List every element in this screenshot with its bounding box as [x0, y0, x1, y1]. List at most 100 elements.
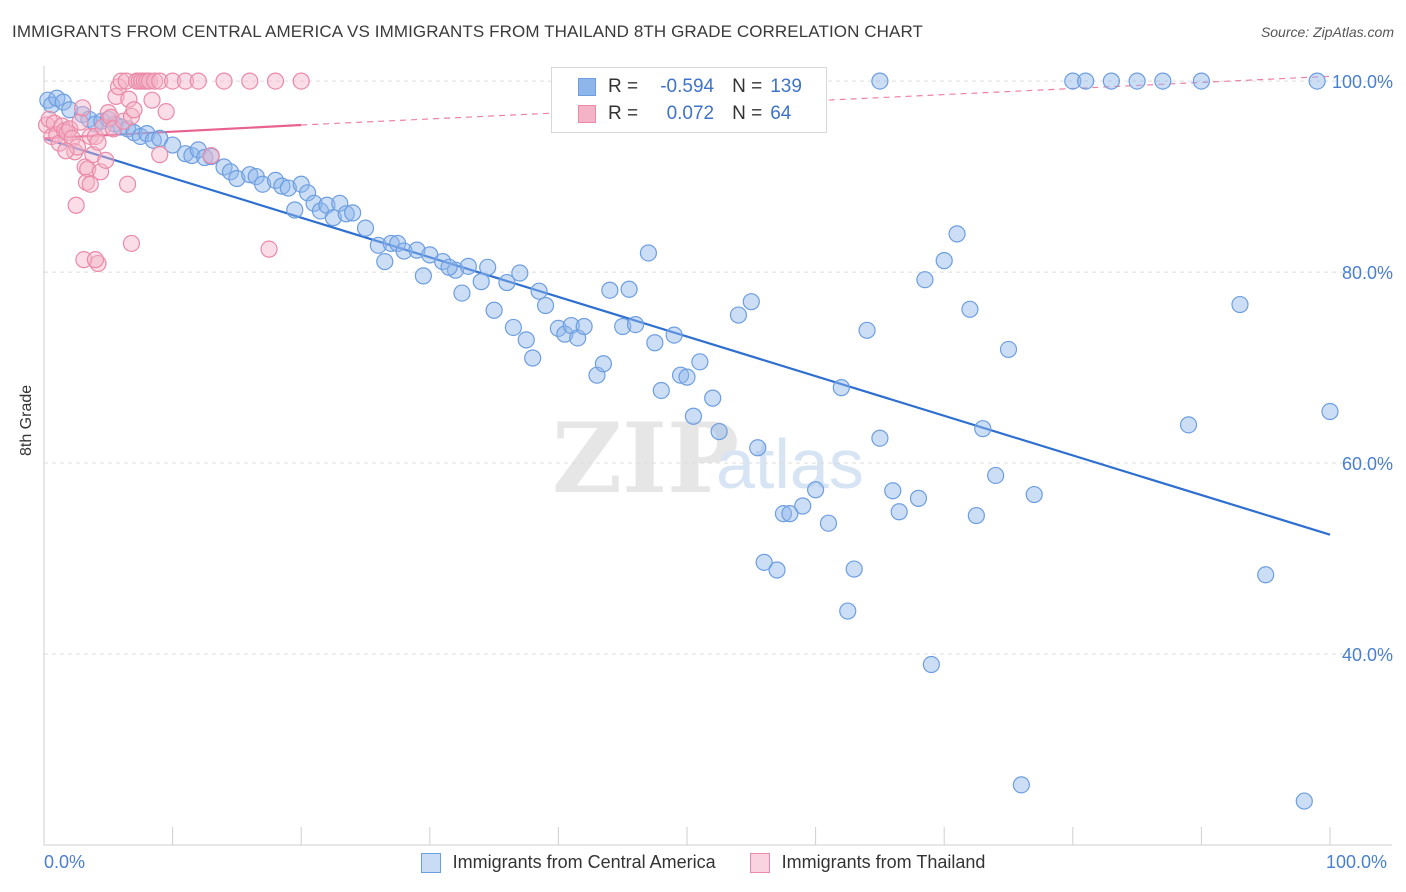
point-thailand [81, 175, 99, 193]
point-thailand [61, 120, 79, 138]
point-central-america [273, 177, 291, 195]
point-thailand [97, 151, 115, 169]
legend-item-thailand[interactable]: Immigrants from Thailand [749, 852, 985, 873]
point-central-america [164, 136, 182, 154]
point-central-america [61, 101, 79, 119]
point-thailand [73, 99, 92, 117]
series-legend: Immigrants from Central America Immigran… [0, 852, 1406, 873]
point-central-america [652, 381, 670, 400]
source-label: Source: ZipAtlas.com [1260, 24, 1394, 40]
x-tick-min: 0.0% [44, 852, 86, 872]
point-central-america [324, 209, 342, 227]
point-thailand [122, 107, 141, 126]
r-label: R = [608, 76, 639, 97]
point-central-america [408, 241, 426, 259]
legend-item-central-america[interactable]: Immigrants from Central America [420, 852, 716, 873]
correlation-legend: R = -0.594 N = 139 R = 0.072 N = 64 [551, 67, 827, 133]
point-central-america [749, 439, 767, 457]
point-central-america [742, 293, 760, 311]
watermark-zip: ZIP [552, 402, 739, 515]
n-label: N = [732, 76, 763, 97]
point-central-america [286, 201, 304, 219]
data-points [37, 72, 1339, 810]
point-thailand [66, 143, 84, 161]
point-central-america [1308, 72, 1326, 90]
point-thailand [99, 104, 117, 122]
point-thailand [176, 72, 195, 90]
legend-swatch [749, 852, 770, 873]
point-thailand [86, 251, 105, 269]
point-thailand [118, 175, 137, 193]
point-central-america [176, 145, 195, 163]
x-tick-max: 100.0% [1326, 852, 1388, 872]
point-central-america [839, 602, 857, 620]
legend-swatch [420, 852, 441, 873]
point-central-america [1321, 402, 1339, 421]
point-central-america [144, 131, 162, 149]
point-central-america [858, 321, 876, 339]
point-central-america [459, 257, 477, 275]
point-thailand [202, 146, 220, 165]
point-thailand [57, 142, 75, 160]
point-central-america [472, 273, 490, 291]
point-central-america [1025, 485, 1043, 504]
point-central-america [530, 282, 548, 300]
point-central-america [344, 204, 362, 222]
point-central-america [369, 236, 387, 254]
y-axis-label: 8th Grade [18, 384, 35, 456]
point-central-america [665, 326, 683, 344]
point-central-america [485, 301, 503, 319]
point-central-america [196, 148, 214, 167]
point-thailand [292, 72, 310, 90]
point-central-america [1128, 72, 1146, 90]
point-thailand [76, 158, 94, 176]
point-thailand [151, 72, 169, 90]
point-central-america [453, 284, 471, 302]
point-central-america [626, 315, 645, 334]
point-central-america [871, 72, 889, 90]
point-central-america [517, 331, 535, 349]
point-central-america [1179, 416, 1198, 434]
point-central-america [781, 505, 799, 523]
point-central-america [601, 281, 619, 299]
trend-line-central-america [43, 137, 1331, 536]
point-central-america [382, 234, 400, 253]
point-central-america [556, 325, 574, 343]
watermark-atlas: atlas [716, 425, 864, 503]
point-central-america [819, 514, 838, 532]
legend-row-central-america: R = -0.594 N = 139 [578, 74, 802, 100]
point-central-america [884, 482, 902, 500]
point-central-america [974, 420, 992, 438]
point-central-america [774, 505, 793, 523]
point-central-america [987, 466, 1005, 485]
point-central-america [639, 244, 658, 262]
point-central-america [1231, 295, 1249, 314]
y-tick-label: 100.0% [1332, 72, 1393, 92]
point-central-america [704, 389, 722, 407]
point-central-america [999, 340, 1018, 359]
r-value: 0.072 [666, 103, 715, 124]
point-thailand [120, 90, 138, 108]
point-thailand [107, 87, 125, 105]
point-central-america [1077, 72, 1095, 90]
n-value: 139 [770, 76, 802, 97]
point-central-america [684, 407, 703, 425]
point-thailand [67, 196, 85, 214]
point-central-america [414, 267, 432, 285]
point-central-america [594, 355, 613, 373]
trend-line-thailand-extension [301, 75, 1331, 126]
point-central-america [498, 273, 516, 292]
chart-title: IMMIGRANTS FROM CENTRAL AMERICA VS IMMIG… [12, 22, 924, 41]
watermark: ZIP atlas [552, 402, 864, 515]
point-central-america [434, 252, 452, 271]
point-central-america [356, 219, 375, 237]
point-central-america [922, 655, 940, 674]
point-central-america [241, 166, 259, 184]
point-central-america [575, 317, 593, 336]
n-value: 64 [770, 103, 792, 124]
n-label: N = [732, 103, 763, 124]
y-tick-label: 40.0% [1342, 645, 1393, 665]
point-central-america [935, 252, 953, 270]
point-central-america [254, 175, 272, 193]
